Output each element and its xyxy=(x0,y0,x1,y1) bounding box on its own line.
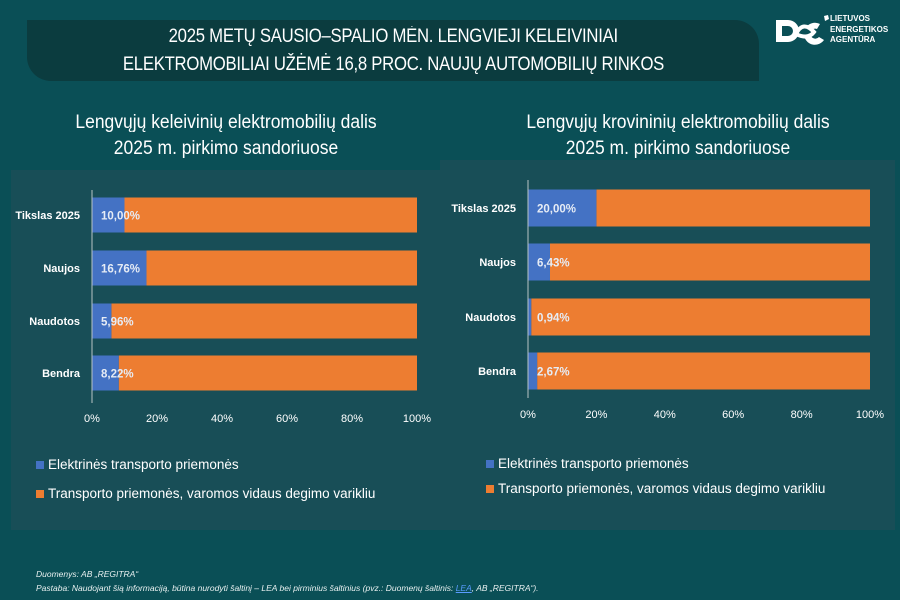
lea-link[interactable]: LEA xyxy=(455,583,472,593)
bar-electric xyxy=(528,352,538,390)
chart-1-legend-electric: Elektrinės transporto priemonės xyxy=(36,457,239,472)
legend-label: Elektrinės transporto priemonės xyxy=(48,457,239,472)
data-label: 2,67% xyxy=(537,367,570,379)
bar-ice xyxy=(118,355,417,391)
data-label: 20,00% xyxy=(537,204,576,216)
logo-line-3: AGENTŪRA xyxy=(830,35,876,44)
x-tick-label: 20% xyxy=(146,413,168,425)
bar-electric xyxy=(92,197,125,233)
bar-electric xyxy=(528,243,550,281)
bar-electric xyxy=(528,189,597,227)
chart-2-legend-ice: Transporto priemonės, varomos vidaus deg… xyxy=(486,481,825,496)
logo-text: LIETUVOS ENERGETIKOS AGENTŪRA xyxy=(830,14,888,46)
category-label: Tikslas 2025 xyxy=(15,210,80,222)
legend-swatch-ice-icon xyxy=(486,484,494,493)
lea-logo-icon xyxy=(776,15,829,45)
legend-label: Transporto priemonės, varomos vidaus deg… xyxy=(498,481,826,496)
chart-2-title: Lengvųjų krovininių elektromobilių dalis… xyxy=(481,110,875,162)
bar-ice xyxy=(124,197,417,233)
x-tick-label: 60% xyxy=(722,409,744,421)
legend-label: Transporto priemonės, varomos vidaus deg… xyxy=(48,486,376,501)
bar-ice xyxy=(549,243,870,281)
x-tick-label: 40% xyxy=(654,409,676,421)
logo-line-2: ENERGETIKOS xyxy=(830,24,889,34)
chart-1-legend-ice: Transporto priemonės, varomos vidaus deg… xyxy=(36,486,375,501)
banner-line-2: ELEKTROMOBILIAI UŽĖMĖ 16,8 PROC. NAUJŲ A… xyxy=(122,53,664,75)
footer-note-end: , AB „REGITRA“). xyxy=(471,583,539,593)
bar-ice xyxy=(537,352,870,390)
category-label: Tikslas 2025 xyxy=(451,203,516,215)
x-tick-label: 0% xyxy=(520,409,536,421)
x-tick-label: 20% xyxy=(585,409,607,421)
data-label: 8,22% xyxy=(101,369,134,381)
x-tick-label: 100% xyxy=(856,409,884,421)
title-banner: 2025 METŲ SAUSIO–SPALIO MĖN. LENGVIEJI K… xyxy=(27,20,759,81)
chart-1-plot: 10,00% Tikslas 2025 16,76% Naujos 5,96% Naudo… xyxy=(15,190,431,425)
data-label: 16,76% xyxy=(101,264,140,276)
bar-electric xyxy=(92,303,112,339)
x-tick-label: 80% xyxy=(791,409,813,421)
footer-note: Pastaba: Naudojant šią informaciją, būti… xyxy=(36,583,539,593)
bar-ice xyxy=(146,250,417,286)
data-label: 10,00% xyxy=(101,211,140,223)
category-label: Naudotos xyxy=(465,312,516,324)
bar-electric xyxy=(92,355,119,391)
chart-1-title: Lengvųjų keleivinių elektromobilių dalis… xyxy=(29,110,423,162)
chart-1-title-line-1: Lengvųjų keleivinių elektromobilių dalis xyxy=(75,112,377,133)
category-label: Bendra xyxy=(42,368,81,380)
category-label: Naudotos xyxy=(29,316,80,328)
x-tick-label: 60% xyxy=(276,413,298,425)
legend-swatch-electric-icon xyxy=(36,460,44,469)
x-tick-label: 40% xyxy=(211,413,233,425)
data-label: 6,43% xyxy=(537,258,570,270)
footer-note-text: Pastaba: Naudojant šią informaciją, būti… xyxy=(36,583,456,593)
chart-2-legend-electric: Elektrinės transporto priemonės xyxy=(486,456,689,471)
banner-line-1: 2025 METŲ SAUSIO–SPALIO MĖN. LENGVIEJI K… xyxy=(168,25,618,47)
legend-swatch-electric-icon xyxy=(486,459,494,468)
legend-swatch-ice-icon xyxy=(36,489,44,498)
bar-ice xyxy=(531,298,870,336)
x-tick-label: 100% xyxy=(403,413,431,425)
bar-electric xyxy=(92,250,147,286)
logo-line-1: LIETUVOS xyxy=(830,14,871,23)
chart-2-plot: 20,00% Tikslas 2025 6,43% Naujos 0,94% Naudot… xyxy=(451,180,884,421)
chart-1-title-line-2: 2025 m. pirkimo sandoriuose xyxy=(113,138,339,159)
bar-electric xyxy=(528,298,532,336)
x-tick-label: 80% xyxy=(341,413,363,425)
x-tick-label: 0% xyxy=(84,413,100,425)
footer-source: Duomenys: AB „REGITRA“ xyxy=(36,569,139,579)
bar-ice xyxy=(111,303,418,339)
category-label: Naujos xyxy=(43,263,80,275)
chart-2-title-line-1: Lengvųjų krovininių elektromobilių dalis xyxy=(526,112,830,133)
category-label: Naujos xyxy=(479,257,516,269)
chart-2-title-line-2: 2025 m. pirkimo sandoriuose xyxy=(565,138,791,159)
category-label: Bendra xyxy=(478,366,517,378)
legend-label: Elektrinės transporto priemonės xyxy=(498,456,689,471)
data-label: 5,96% xyxy=(101,317,134,329)
bar-ice xyxy=(596,189,870,227)
data-label: 0,94% xyxy=(537,313,570,325)
